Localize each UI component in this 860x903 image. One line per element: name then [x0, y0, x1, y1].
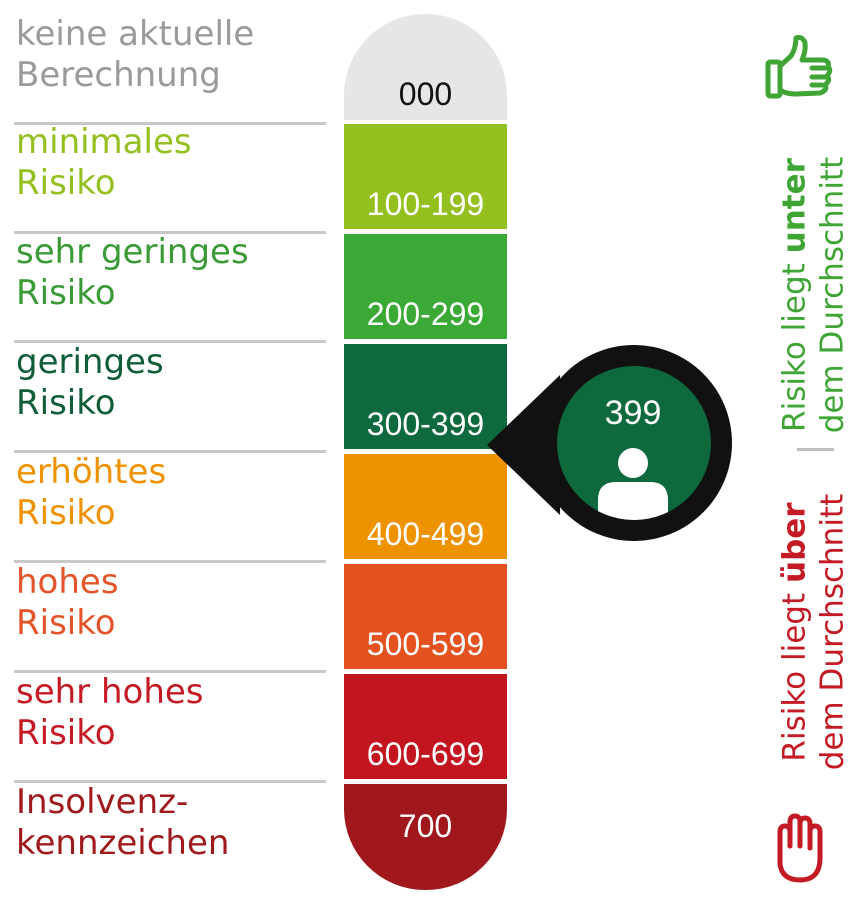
side-divider	[797, 448, 834, 451]
level-label-line2: Risiko	[16, 273, 116, 313]
band-range: 100-199	[366, 186, 485, 222]
band-range: 300-399	[366, 406, 485, 442]
level-label: sehr hohes Risiko	[16, 672, 204, 754]
above-average-line2: dem Durchschnitt	[814, 493, 851, 771]
divider	[14, 231, 326, 234]
level-label-line1: sehr geringes	[16, 232, 249, 272]
scale-band-low: 300-399	[344, 344, 507, 449]
level-label-line2: Risiko	[16, 603, 116, 643]
level-label-line2: Berechnung	[16, 55, 221, 95]
level-label: Insolvenz- kennzeichen	[16, 782, 229, 864]
level-label: keine aktuelle Berechnung	[16, 14, 254, 96]
scale-band-elevated: 400-499	[344, 454, 507, 559]
scale-band-minimal: 100-199	[344, 124, 507, 229]
level-label-line2: Risiko	[16, 493, 116, 533]
level-label-line2: Risiko	[16, 383, 116, 423]
level-label: hohes Risiko	[16, 562, 119, 644]
below-average-note: Risiko liegt unter dem Durchschnitt	[776, 108, 852, 483]
marker-score: 399	[604, 394, 662, 432]
below-average-line1: Risiko liegt unter	[776, 158, 813, 432]
above-average-line1: Risiko liegt über	[776, 502, 813, 762]
divider	[14, 670, 326, 673]
level-label-line1: keine aktuelle	[16, 14, 255, 54]
band-range: 200-299	[366, 296, 485, 332]
marker-bubble	[487, 345, 732, 541]
level-label-line1: minimales	[16, 122, 192, 162]
below-average-line2: dem Durchschnitt	[814, 156, 851, 434]
level-label-line1: sehr hohes	[16, 672, 204, 712]
level-label-line1: geringes	[16, 342, 164, 382]
level-label-line2: Risiko	[16, 713, 116, 753]
level-label-line2: Risiko	[16, 163, 116, 203]
above-average-note: Risiko liegt über dem Durchschnitt	[776, 445, 852, 820]
level-label-line2: kennzeichen	[16, 823, 230, 863]
level-label: sehr geringes Risiko	[16, 232, 249, 314]
level-label-line1: hohes	[16, 562, 119, 602]
divider	[14, 122, 326, 125]
person-icon	[598, 448, 668, 520]
divider	[14, 780, 326, 783]
band-range: 000	[398, 76, 453, 112]
divider	[14, 560, 326, 563]
thumbs-up-icon	[765, 35, 833, 99]
scale-band-very-low: 200-299	[344, 234, 507, 339]
level-label: minimales Risiko	[16, 122, 192, 204]
divider	[14, 450, 326, 453]
divider	[14, 340, 326, 343]
level-label-line1: Insolvenz-	[16, 782, 189, 822]
band-range: 700	[398, 808, 453, 844]
level-label: erhöhtes Risiko	[16, 452, 166, 534]
scale-band-very-high: 600-699	[344, 674, 507, 779]
band-range: 400-499	[366, 516, 485, 552]
band-range: 500-599	[366, 626, 485, 662]
band-range: 600-699	[366, 736, 485, 772]
scale-band-high: 500-599	[344, 564, 507, 669]
level-label-line1: erhöhtes	[16, 452, 167, 492]
stop-hand-icon	[777, 813, 823, 883]
level-label: geringes Risiko	[16, 342, 164, 424]
